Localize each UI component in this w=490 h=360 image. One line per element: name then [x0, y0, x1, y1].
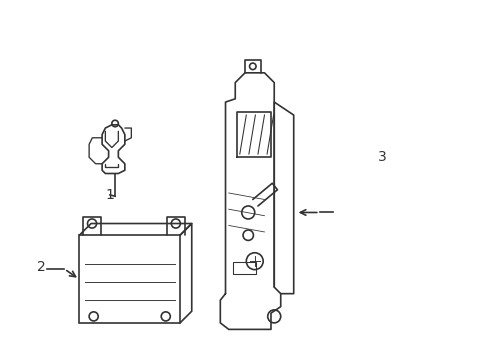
Text: 1: 1 [105, 189, 114, 202]
Bar [79, 235, 180, 323]
Bar [233, 262, 256, 274]
Text: 2: 2 [37, 260, 46, 274]
Text: 3: 3 [378, 149, 387, 163]
